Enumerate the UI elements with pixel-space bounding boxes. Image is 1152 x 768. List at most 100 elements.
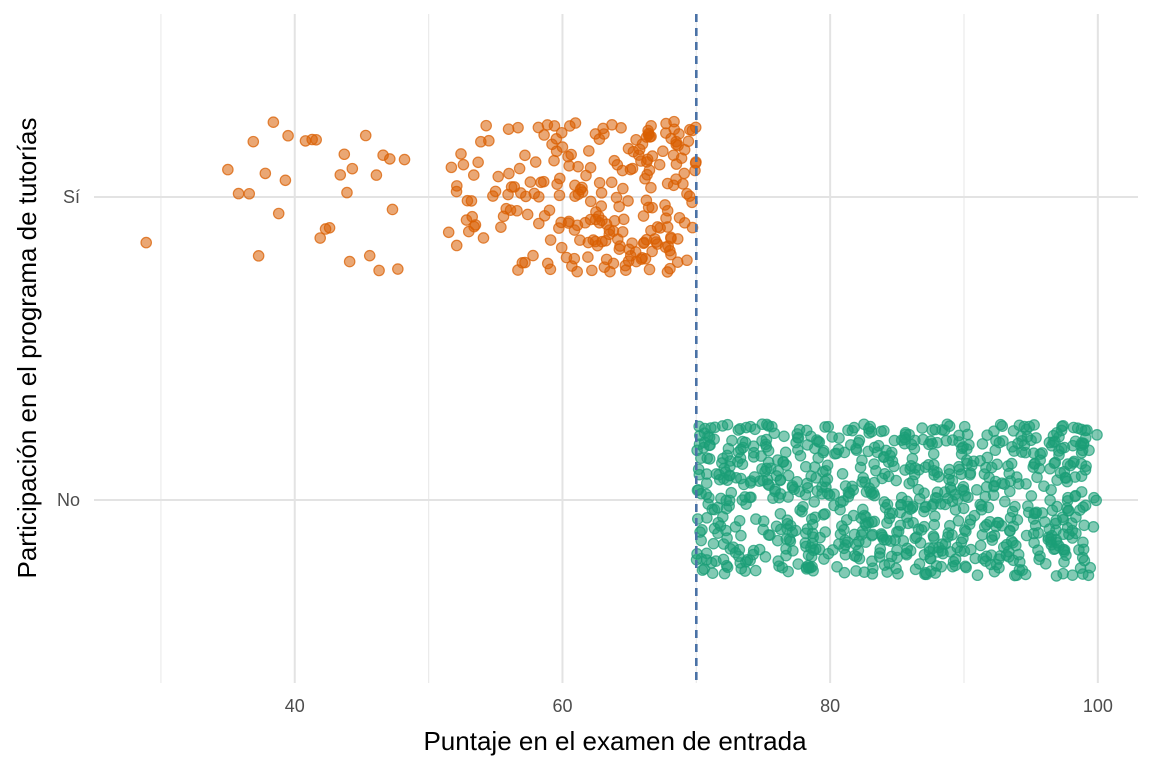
data-point: [613, 243, 626, 256]
data-point: [553, 189, 566, 202]
data-point: [653, 158, 666, 171]
data-point: [334, 169, 347, 181]
data-point: [460, 214, 473, 226]
data-point: [976, 438, 989, 450]
data-point: [527, 249, 539, 262]
data-point: [892, 568, 904, 580]
data-point: [858, 509, 871, 522]
data-point: [906, 452, 919, 465]
data-point: [940, 434, 953, 447]
data-point: [1056, 511, 1069, 523]
data-point: [881, 517, 893, 529]
data-point: [979, 555, 992, 567]
data-point: [455, 148, 467, 160]
data-point: [942, 527, 955, 539]
data-point: [1090, 494, 1103, 507]
data-point: [341, 186, 353, 199]
data-point: [838, 524, 850, 536]
data-point: [582, 251, 594, 263]
data-point: [1076, 551, 1089, 564]
data-point: [595, 187, 608, 199]
data-point: [908, 468, 921, 481]
data-point: [748, 471, 761, 483]
data-point: [717, 511, 729, 523]
data-point: [837, 495, 849, 507]
data-point: [993, 553, 1005, 565]
data-point: [739, 436, 752, 449]
data-point: [818, 553, 830, 565]
data-point: [918, 548, 931, 561]
data-point: [1006, 505, 1019, 518]
data-point: [524, 176, 537, 188]
data-point: [866, 529, 878, 542]
data-point: [670, 173, 682, 185]
data-point: [605, 176, 618, 189]
data-point: [759, 551, 772, 563]
data-point: [492, 170, 505, 183]
data-point: [543, 204, 556, 217]
data-point: [586, 264, 598, 277]
data-point: [467, 169, 480, 181]
data-point: [907, 516, 919, 529]
data-point: [519, 149, 531, 162]
data-point: [696, 524, 708, 536]
data-point: [1013, 564, 1026, 576]
data-point: [993, 436, 1006, 449]
data-point: [960, 525, 972, 538]
data-point: [842, 424, 854, 437]
data-point: [965, 543, 977, 556]
data-point: [797, 500, 809, 513]
data-point: [781, 517, 794, 530]
data-point: [961, 428, 974, 441]
data-point: [645, 181, 657, 194]
data-point: [957, 502, 970, 515]
data-point: [1012, 548, 1025, 561]
data-point: [247, 135, 260, 148]
data-point: [338, 148, 351, 161]
data-point: [282, 129, 294, 142]
data-point: [829, 447, 841, 460]
data-point: [868, 458, 880, 470]
data-point: [657, 145, 669, 158]
data-point: [1077, 568, 1089, 580]
data-point: [1007, 536, 1019, 549]
data-point: [721, 474, 734, 486]
data-point: [616, 164, 629, 177]
data-point: [822, 420, 835, 433]
data-point: [778, 430, 790, 443]
data-point: [961, 454, 973, 467]
data-point: [999, 495, 1011, 508]
data-point: [882, 470, 895, 483]
data-point: [637, 210, 650, 222]
data-point: [831, 560, 843, 573]
data-point: [762, 456, 775, 469]
data-point: [782, 491, 794, 503]
data-point: [932, 470, 945, 483]
x-axis-title: Puntaje en el examen de entrada: [423, 726, 807, 756]
data-point: [922, 459, 935, 471]
data-point: [799, 460, 812, 473]
data-point: [670, 135, 682, 148]
data-point: [678, 143, 691, 156]
data-point: [1002, 460, 1014, 472]
data-point: [1022, 500, 1034, 512]
data-point: [1044, 532, 1057, 545]
data-point: [734, 472, 747, 485]
data-point: [392, 263, 404, 275]
data-point: [866, 568, 879, 580]
data-point: [808, 496, 821, 508]
data-point: [512, 264, 524, 276]
data-point: [1057, 528, 1070, 541]
data-point: [927, 448, 940, 460]
data-point: [838, 566, 851, 579]
data-point: [622, 195, 634, 207]
data-point: [772, 555, 785, 567]
data-point: [1071, 422, 1084, 434]
data-point: [708, 522, 721, 535]
data-point: [864, 420, 876, 433]
data-point: [820, 465, 832, 477]
data-point: [1053, 449, 1065, 461]
data-point: [445, 161, 458, 174]
data-point: [1019, 446, 1032, 459]
data-point: [1075, 486, 1088, 498]
